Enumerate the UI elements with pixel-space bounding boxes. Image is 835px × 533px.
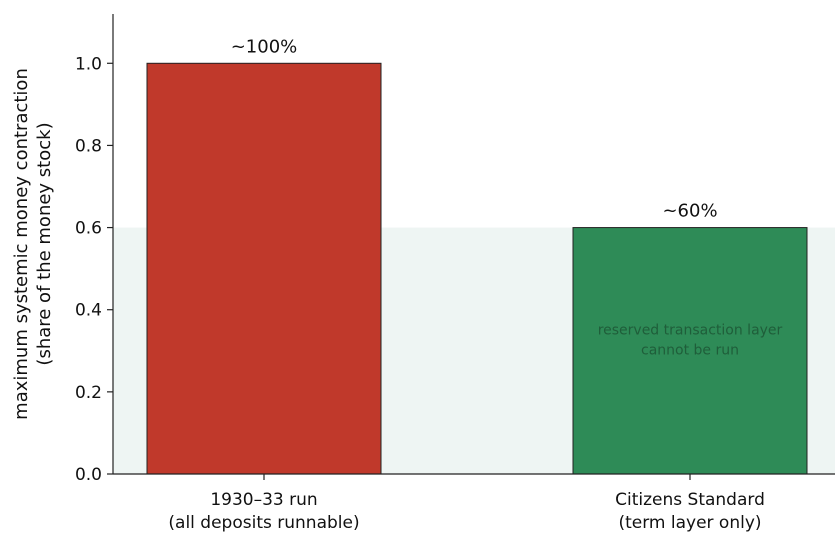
- y-tick-label-5: 1.0: [75, 54, 102, 74]
- data-label-1: ~60%: [662, 201, 717, 222]
- x-tick-label-1-0: Citizens Standard: [615, 490, 765, 510]
- y-tick-label-3: 0.6: [75, 219, 102, 239]
- bar-annotation-line-0: reserved transaction layer: [598, 322, 783, 338]
- y-tick-label-2: 0.4: [75, 301, 102, 321]
- data-label-0: ~100%: [231, 36, 298, 57]
- y-axis-label-1: (share of the money stock): [34, 122, 55, 365]
- bar-0: [146, 62, 382, 475]
- y-tick-label-1: 0.2: [75, 383, 102, 403]
- y-tick-label-4: 0.8: [75, 136, 102, 156]
- x-tick-label-0-1: (all deposits runnable): [168, 513, 359, 533]
- x-tick-label-1-1: (term layer only): [618, 513, 761, 533]
- x-tick-label-0-0: 1930–33 run: [210, 490, 317, 510]
- y-axis-label-0: maximum systemic money contraction: [11, 68, 32, 420]
- bar-annotation-line-1: cannot be run: [641, 342, 739, 358]
- bar-1: [572, 227, 808, 475]
- y-tick-label-0: 0.0: [75, 465, 102, 485]
